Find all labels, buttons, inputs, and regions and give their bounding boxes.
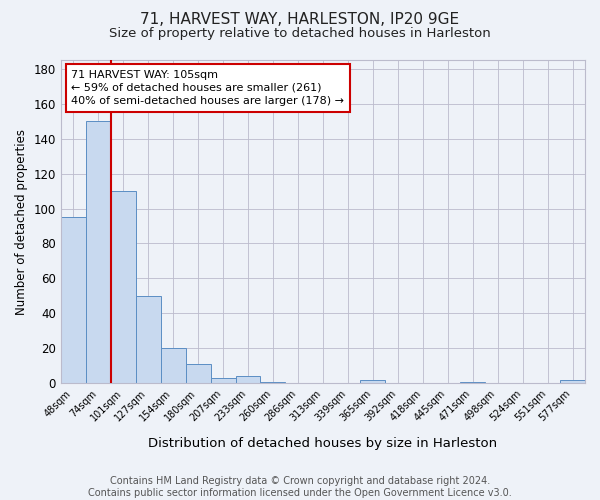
Bar — [136, 296, 161, 383]
Y-axis label: Number of detached properties: Number of detached properties — [15, 128, 28, 314]
Bar — [185, 364, 211, 383]
Bar — [236, 376, 260, 383]
X-axis label: Distribution of detached houses by size in Harleston: Distribution of detached houses by size … — [148, 437, 497, 450]
Text: Size of property relative to detached houses in Harleston: Size of property relative to detached ho… — [109, 28, 491, 40]
Bar — [111, 191, 136, 383]
Bar — [260, 382, 286, 383]
Text: Contains HM Land Registry data © Crown copyright and database right 2024.
Contai: Contains HM Land Registry data © Crown c… — [88, 476, 512, 498]
Bar — [460, 382, 485, 383]
Text: 71, HARVEST WAY, HARLESTON, IP20 9GE: 71, HARVEST WAY, HARLESTON, IP20 9GE — [140, 12, 460, 28]
Bar — [211, 378, 236, 383]
Text: 71 HARVEST WAY: 105sqm
← 59% of detached houses are smaller (261)
40% of semi-de: 71 HARVEST WAY: 105sqm ← 59% of detached… — [71, 70, 344, 106]
Bar — [86, 121, 111, 383]
Bar — [361, 380, 385, 383]
Bar — [61, 218, 86, 383]
Bar — [161, 348, 185, 383]
Bar — [560, 380, 585, 383]
